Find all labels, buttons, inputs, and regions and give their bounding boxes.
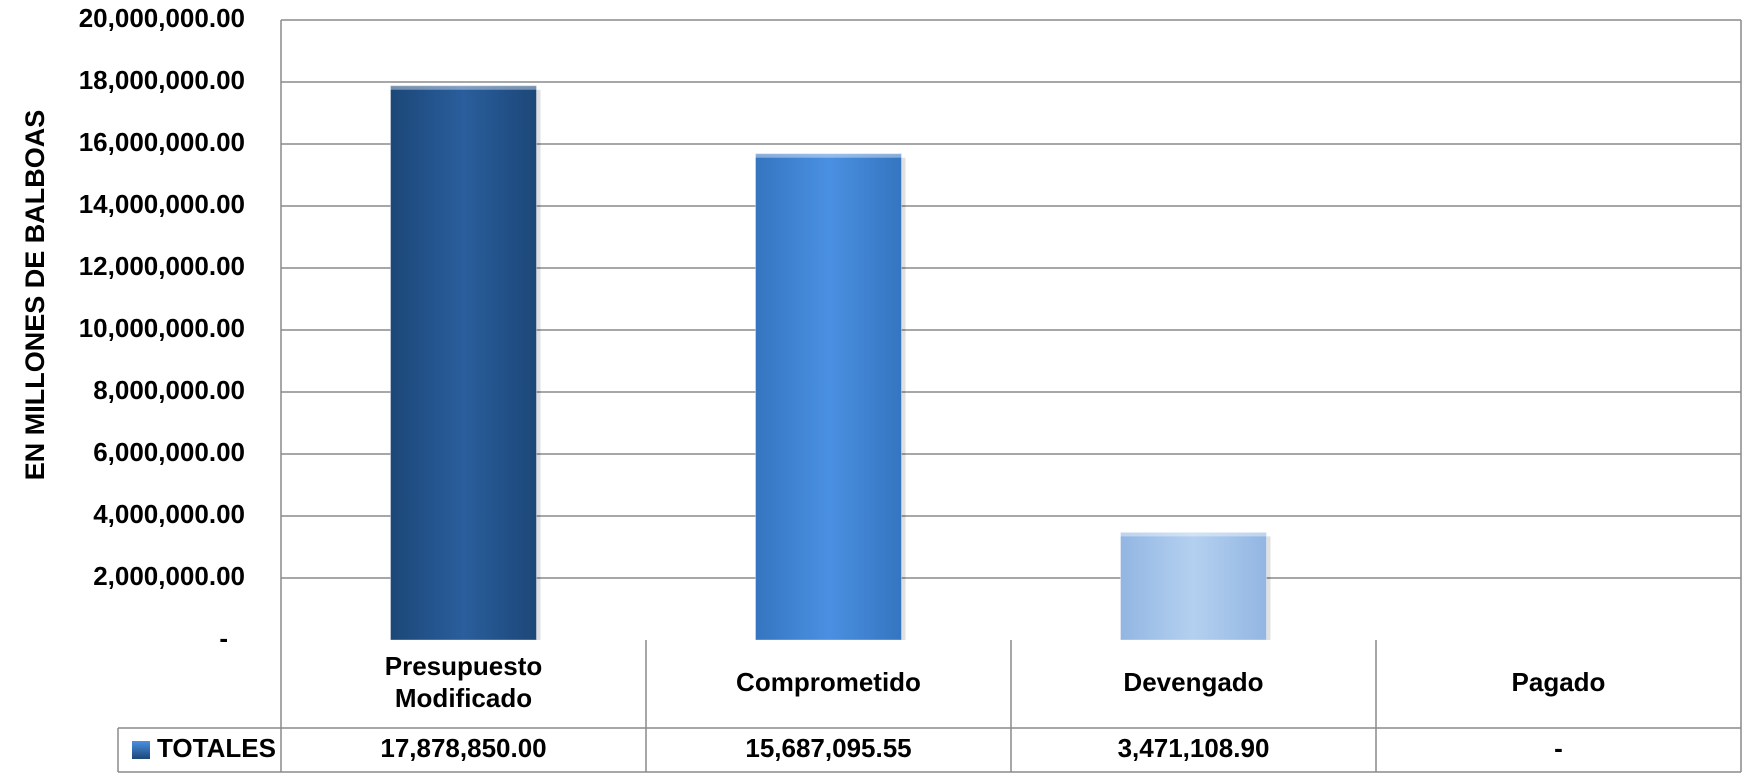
y-tick-label: 10,000,000.00 (79, 313, 245, 343)
bars (390, 85, 1271, 641)
x-category-label: Pagado (1512, 667, 1606, 697)
y-axis-label: EN MILLONES DE BALBOAS (20, 110, 50, 481)
bar-comprometido (755, 153, 902, 641)
x-category-label: Comprometido (736, 667, 921, 697)
y-tick-label: 20,000,000.00 (79, 3, 245, 33)
y-tick-label: 6,000,000.00 (93, 437, 245, 467)
y-tick-label: 12,000,000.00 (79, 251, 245, 281)
y-tick-label: - (219, 623, 228, 653)
y-tick-label: 8,000,000.00 (93, 375, 245, 405)
y-tick-label: 18,000,000.00 (79, 65, 245, 95)
y-tick-label: 14,000,000.00 (79, 189, 245, 219)
legend-swatch (132, 741, 150, 759)
bar-top-highlight (1120, 532, 1267, 537)
x-category-label: Devengado (1123, 667, 1263, 697)
x-category-label: Modificado (395, 683, 532, 713)
series-name: TOTALES (157, 733, 276, 763)
bar-devengado (1120, 531, 1267, 641)
y-tick-label: 4,000,000.00 (93, 499, 245, 529)
y-tick-label: 16,000,000.00 (79, 127, 245, 157)
y-tick-label: 2,000,000.00 (93, 561, 245, 591)
data-value-label: 3,471,108.90 (1118, 733, 1270, 763)
bar-top-highlight (390, 85, 537, 90)
plot-frame (280, 20, 1742, 640)
y-axis-tick-labels: - 2,000,000.00 4,000,000.00 6,000,000.00 8,0… (79, 3, 245, 653)
data-value-label: - (1554, 733, 1563, 763)
bar-top-highlight (755, 153, 902, 158)
data-value-label: 17,878,850.00 (380, 733, 546, 763)
x-category-label: Presupuesto (385, 651, 543, 681)
bar-presupuesto-modificado (390, 85, 537, 641)
data-value-label: 15,687,095.55 (745, 733, 911, 763)
